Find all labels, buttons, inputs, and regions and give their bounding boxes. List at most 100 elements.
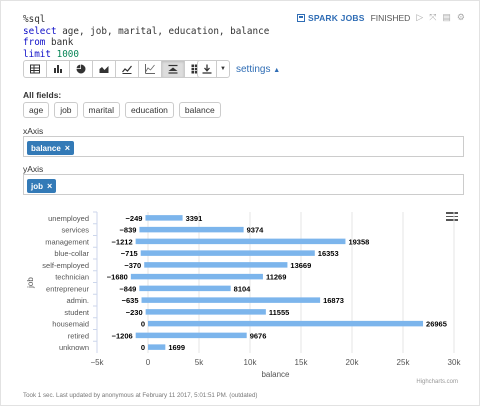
sql-editor[interactable]: %sql select age, job, marital, education…: [23, 14, 269, 60]
x-tick-label: 15k: [295, 358, 309, 367]
data-label-max: 19358: [348, 237, 369, 246]
hide-editor-icon[interactable]: ⤧: [429, 12, 437, 22]
xaxis-label: xAxis: [23, 126, 44, 136]
settings-gear-icon[interactable]: ⚙: [456, 12, 465, 22]
category-label: self-employed: [42, 261, 89, 270]
x-tick-label: 25k: [397, 358, 411, 367]
line-chart-icon: [122, 65, 132, 74]
bar-min: [145, 309, 148, 315]
data-label-max: 13669: [290, 261, 311, 270]
data-label-max: 9676: [250, 331, 267, 340]
data-label-min: −839: [120, 226, 137, 235]
spark-jobs-label: SPARK JOBS: [307, 12, 365, 23]
x-axis-title: balance: [261, 370, 290, 379]
data-label-max: 16873: [323, 296, 344, 305]
field-job[interactable]: job: [54, 102, 78, 118]
remove-icon[interactable]: ×: [47, 181, 53, 191]
scatter-chart-button[interactable]: [138, 60, 162, 78]
area-chart-button[interactable]: [92, 60, 116, 78]
yaxis-tag-label: job: [31, 181, 43, 191]
table-icon: [30, 64, 40, 74]
yaxis-tag[interactable]: job ×: [27, 179, 57, 193]
bar-max: [148, 344, 166, 350]
status-finished: FINISHED: [370, 12, 411, 23]
field-balance[interactable]: balance: [178, 102, 221, 118]
bar-min: [144, 262, 148, 268]
bar-min: [135, 332, 148, 339]
bar-min: [140, 250, 148, 256]
spark-jobs-link[interactable]: SPARK JOBS: [296, 12, 365, 23]
category-label: entrepreneur: [46, 284, 89, 293]
pie-chart-button[interactable]: [69, 60, 93, 78]
x-tick-label: 30k: [448, 358, 462, 367]
data-label-min: −635: [122, 296, 139, 305]
scatter-chart-icon: [145, 64, 155, 74]
category-label: admin.: [66, 296, 89, 305]
table-view-icon[interactable]: ▤: [442, 12, 451, 22]
run-icon[interactable]: ▷: [416, 12, 424, 22]
settings-label: settings: [236, 64, 271, 75]
bar-max: [148, 262, 288, 268]
code-keyword-from: from: [23, 37, 46, 49]
download-button[interactable]: [197, 60, 217, 78]
data-label-min: −715: [121, 249, 138, 258]
bar-max: [148, 285, 231, 292]
visualization-toolbar: [23, 60, 208, 78]
data-label-min: 0: [141, 320, 145, 329]
bar-max: [148, 250, 315, 256]
data-label-min: 0: [141, 343, 145, 352]
bar-chart-button[interactable]: [46, 60, 70, 78]
bar-min: [135, 238, 148, 245]
x-tick-label: −5k: [90, 358, 104, 367]
stacked-chart-icon: [168, 64, 178, 74]
category-label: blue-collar: [54, 249, 89, 258]
data-label-min: −1680: [107, 273, 128, 282]
field-age[interactable]: age: [23, 102, 50, 118]
caret-up-icon: ▲: [273, 67, 281, 74]
pie-chart-icon: [76, 64, 86, 74]
yaxis-dropzone[interactable]: job ×: [23, 174, 464, 195]
category-label: services: [61, 226, 89, 235]
data-label-max: 26965: [426, 320, 447, 329]
field-marital[interactable]: marital: [82, 102, 121, 118]
bar-min: [130, 273, 148, 280]
bar-max: [148, 226, 244, 233]
category-label: technician: [55, 273, 89, 282]
chart-menu-icon[interactable]: [446, 212, 458, 221]
stacked-chart-button[interactable]: [161, 60, 185, 78]
x-tick-label: 20k: [346, 358, 360, 367]
bar-min: [141, 297, 148, 303]
category-label: management: [45, 237, 90, 246]
data-label-min: −370: [124, 261, 141, 270]
bar-max: [148, 273, 263, 280]
field-education[interactable]: education: [125, 102, 174, 118]
chart-credit: Highcharts.com: [416, 379, 458, 385]
data-label-min: −249: [126, 214, 143, 223]
code-line-1: %sql: [23, 14, 46, 25]
yaxis-label: yAxis: [23, 164, 44, 174]
category-label: unemployed: [48, 214, 89, 223]
code-table-name: bank: [45, 37, 74, 49]
code-keyword-select: select: [23, 25, 57, 37]
remove-icon[interactable]: ×: [64, 143, 71, 153]
category-label: housemaid: [52, 320, 89, 329]
data-label-max: 16353: [318, 249, 339, 258]
category-label: student: [64, 308, 90, 317]
spark-jobs-icon: [296, 13, 305, 22]
paragraph-footer: Took 1 sec. Last updated by anonymous at…: [23, 392, 258, 399]
data-label-max: 1699: [168, 343, 185, 352]
code-select-columns: age, job, marital, education, balance: [56, 25, 270, 37]
settings-toggle[interactable]: settings ▲: [236, 64, 280, 75]
bar-max: [148, 320, 424, 327]
data-label-max: 11269: [266, 273, 286, 282]
line-chart-button[interactable]: [115, 60, 139, 78]
caret-down-icon: ▼: [220, 66, 226, 72]
xaxis-tag[interactable]: balance ×: [27, 141, 75, 155]
bar-max: [148, 309, 266, 315]
download-dropdown-button[interactable]: ▼: [216, 60, 230, 78]
xaxis-tag-label: balance: [31, 143, 61, 153]
download-group: ▼: [197, 60, 230, 78]
xaxis-dropzone[interactable]: balance ×: [23, 136, 464, 157]
table-button[interactable]: [23, 60, 47, 78]
